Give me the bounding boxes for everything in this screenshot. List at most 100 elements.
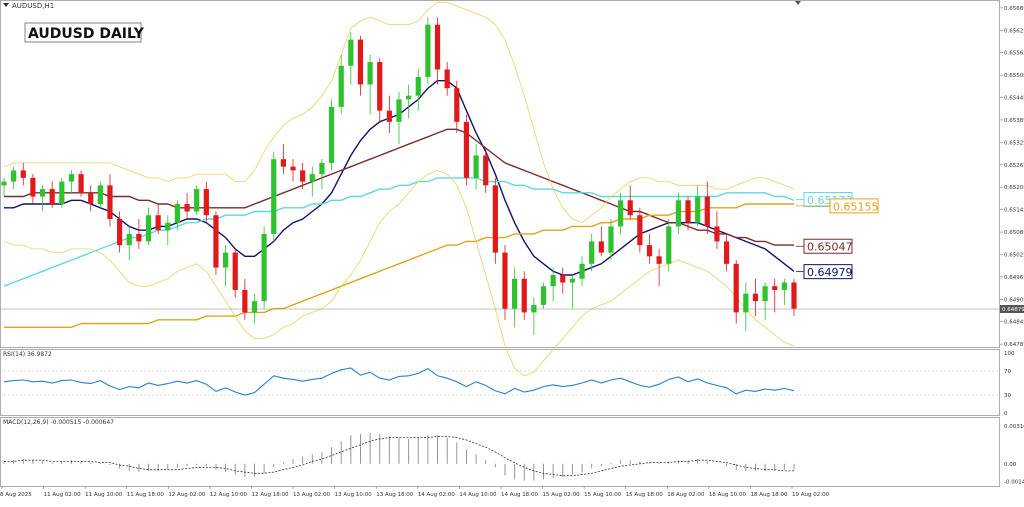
price-tick-label: 0.65445 xyxy=(1004,96,1024,102)
candle-body xyxy=(569,278,576,283)
line-value-box xyxy=(829,198,879,214)
time-tick-label: 13 Aug 18:00 xyxy=(376,492,414,498)
price-tick-label: 0.65565 xyxy=(1004,51,1024,57)
rsi-line xyxy=(3,367,795,396)
candle-body xyxy=(598,241,604,253)
candle-body xyxy=(242,289,248,313)
candle-body xyxy=(49,189,55,205)
candle-body xyxy=(483,155,489,186)
candle-body xyxy=(78,174,84,193)
candle-body xyxy=(714,226,720,242)
window-menu-icon[interactable] xyxy=(3,3,9,7)
rsi-tick-label: 0 xyxy=(1004,411,1008,417)
price-tick-label: 0.65085 xyxy=(1004,230,1024,236)
candle-body xyxy=(772,286,778,290)
line-ma-50 xyxy=(4,128,794,246)
candle-body xyxy=(280,159,286,167)
candle-body xyxy=(20,170,26,178)
candle-body xyxy=(617,200,624,227)
candle-body xyxy=(444,69,450,89)
candle-body xyxy=(203,189,209,216)
candle-body xyxy=(300,170,306,182)
rsi-tick-label: 100 xyxy=(1004,351,1015,357)
candle-body xyxy=(704,196,710,227)
candle-body xyxy=(11,170,17,182)
candle-body xyxy=(656,256,662,264)
time-tick-label: 11 Aug 02:00 xyxy=(44,492,82,498)
candle-body xyxy=(589,241,595,264)
time-tick-label: 15 Aug 10:00 xyxy=(584,492,622,498)
title-text: AUDUSD DAILY xyxy=(28,26,145,42)
price-tick-label: 0.64785 xyxy=(1004,342,1024,348)
candle-body xyxy=(434,24,441,70)
candle-body xyxy=(733,263,739,313)
candle-body xyxy=(752,293,759,302)
candle-body xyxy=(492,185,498,253)
candle-body xyxy=(145,215,152,242)
line-ma-200 xyxy=(4,203,794,328)
rsi-panel: 100 70 30 0 xyxy=(0,351,1015,417)
macd-tick-label: 0.00316 xyxy=(1004,424,1024,430)
rsi-caption: RSI(14) 36.9872 xyxy=(3,351,52,358)
candle-body xyxy=(68,174,75,182)
line-value-label: 0.64979 xyxy=(807,266,853,279)
candle-body xyxy=(531,304,537,313)
candle-body xyxy=(232,252,238,290)
candle-body xyxy=(550,275,556,287)
candle-body xyxy=(357,39,364,85)
candle-body xyxy=(107,185,113,219)
candle-body xyxy=(30,177,36,197)
price-tick-label: 0.65025 xyxy=(1004,252,1024,258)
last-price-label: 0.64879 xyxy=(1002,307,1024,313)
price-tick-label: 0.64905 xyxy=(1004,297,1024,303)
price-tick-label: 0.65325 xyxy=(1004,140,1024,146)
candle-body xyxy=(502,252,508,309)
time-tick-label: 12 Aug 02:00 xyxy=(168,492,206,498)
time-tick-label: 13 Aug 02:00 xyxy=(293,492,331,498)
candle-body xyxy=(39,189,46,197)
time-tick-label: 15 Aug 18:00 xyxy=(626,492,664,498)
candle-body xyxy=(117,218,123,246)
candle-body xyxy=(377,62,383,111)
price-tick-label: 0.65625 xyxy=(1004,28,1024,34)
candle-body xyxy=(415,76,421,96)
candle-body xyxy=(675,200,681,227)
candle-body xyxy=(155,215,161,231)
price-tick-label: 0.65145 xyxy=(1004,208,1024,214)
time-tick-label: 18 Aug 18:00 xyxy=(750,492,788,498)
rsi-panel-frame xyxy=(0,349,1000,416)
candle-body xyxy=(309,174,315,182)
candle-body xyxy=(762,286,768,302)
last-price-tag xyxy=(1000,305,1024,314)
time-tick-label: 15 Aug 02:00 xyxy=(543,492,581,498)
candle-body xyxy=(473,155,479,178)
candle-body xyxy=(213,215,219,268)
rsi-tick-label: 30 xyxy=(1004,393,1011,399)
candle-body xyxy=(608,226,614,253)
candle-body xyxy=(695,196,701,223)
candle-body xyxy=(540,286,547,305)
candle-body xyxy=(88,192,94,205)
candle-body xyxy=(685,200,691,223)
candle-body xyxy=(1,181,7,186)
time-tick-label: 11 Aug 18:00 xyxy=(127,492,165,498)
macd-tick-label: 0.00 xyxy=(1004,462,1017,468)
chart-shift-marker-icon[interactable] xyxy=(795,1,801,5)
candle-body xyxy=(319,162,325,175)
candle-body xyxy=(338,65,344,107)
candle-body xyxy=(743,293,749,313)
time-tick-label: 14 Aug 18:00 xyxy=(501,492,539,498)
time-tick-label: 13 Aug 10:00 xyxy=(335,492,373,498)
macd-panel-frame xyxy=(0,417,1000,487)
candle-body xyxy=(184,204,190,212)
price-tick-label: 0.65265 xyxy=(1004,163,1024,169)
candle-body xyxy=(97,185,103,205)
candle-body xyxy=(328,106,335,163)
time-tick-label: 14 Aug 10:00 xyxy=(459,492,497,498)
candle-body xyxy=(261,233,267,302)
candle-body xyxy=(791,282,797,309)
line-value-box xyxy=(803,264,853,280)
